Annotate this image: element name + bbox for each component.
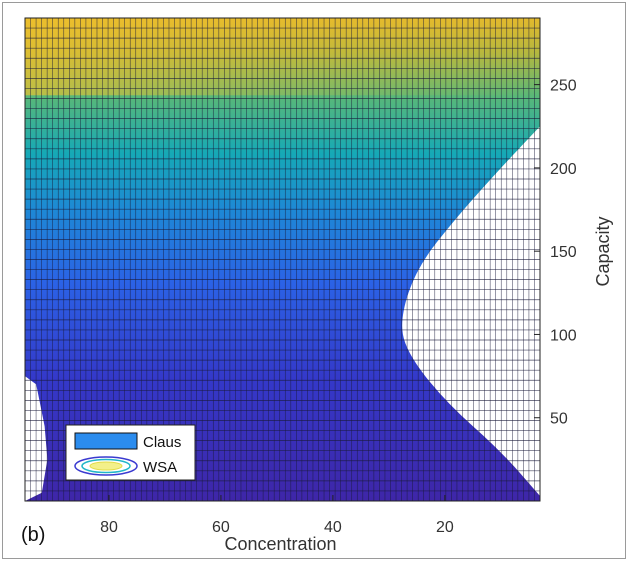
wsa-region-right [402,126,540,496]
legend-wsa-swatch-outer [74,456,138,476]
x-tick-label: 20 [436,519,454,536]
legend-claus-label: Claus [143,434,181,451]
panel-label: (b) [21,524,45,546]
y-tick-label: 100 [550,327,577,344]
surface-chart: 80 60 40 20 50 100 150 200 250 Concentration Ca… [21,17,613,554]
x-tick-label: 40 [324,519,342,536]
legend-wsa-swatch-inner [89,461,123,471]
x-tick-label: 60 [212,519,230,536]
y-axis-ticks: 50 100 150 200 250 [534,78,577,428]
x-tick-label: 80 [100,519,118,536]
y-tick-label: 150 [550,244,577,261]
legend-claus-swatch [74,432,138,450]
figure-frame: 80 60 40 20 50 100 150 200 250 Concentration Ca… [2,2,626,559]
legend-wsa-label: WSA [143,459,177,476]
x-axis-ticks: 80 60 40 20 [100,495,454,536]
y-tick-label: 250 [550,78,577,95]
y-axis-label: Capacity [593,216,613,286]
x-axis-label: Concentration [224,534,336,554]
legend-wsa-swatch-mid [81,458,131,474]
legend: Claus WSA [65,424,196,481]
plot-border [24,17,541,502]
y-tick-label: 200 [550,161,577,178]
mesh-grid [25,18,540,501]
colormap-warm-tint [25,18,540,96]
y-tick-label: 50 [550,411,568,428]
